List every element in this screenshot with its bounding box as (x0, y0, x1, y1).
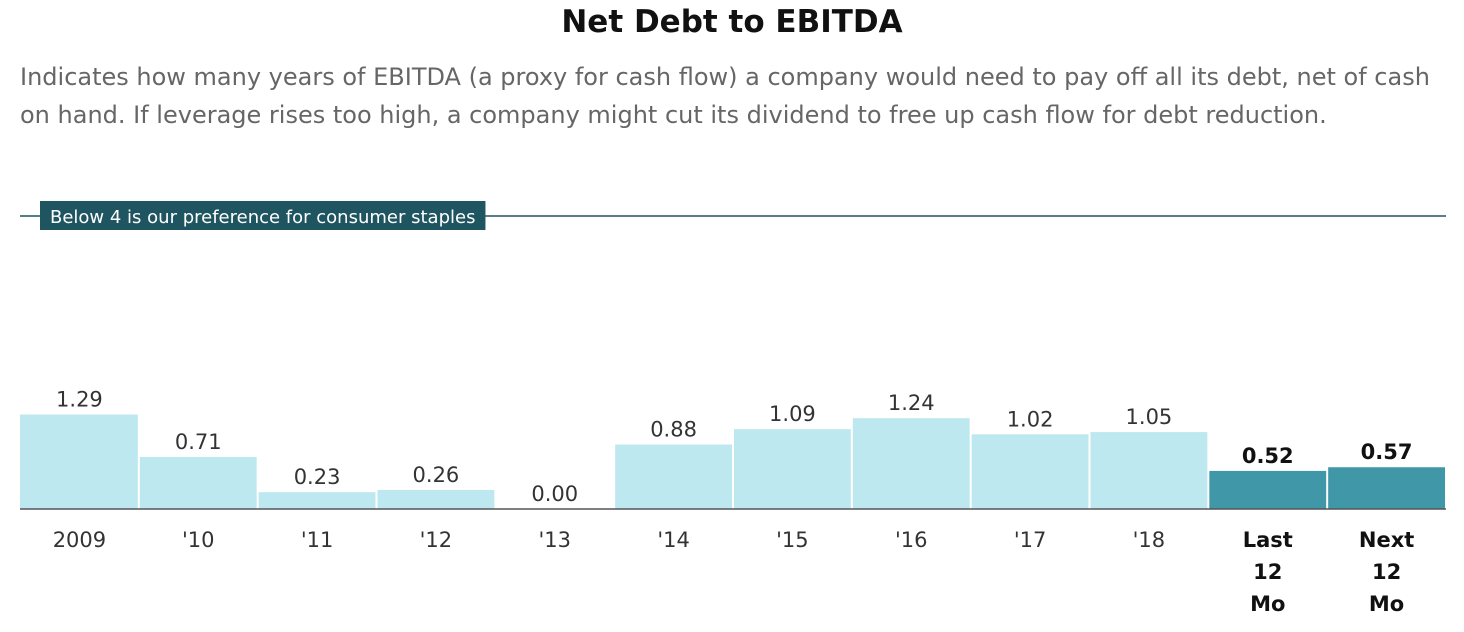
bar-6 (734, 429, 851, 509)
x-tick-label-8: '17 (1014, 528, 1047, 552)
value-label-5: 0.88 (650, 418, 697, 442)
value-label-7: 1.24 (888, 391, 935, 415)
x-tick-label-10: Last 12 Mo (1243, 528, 1293, 616)
x-tick-label-11: Next 12 Mo (1359, 528, 1414, 616)
value-label-4: 0.00 (531, 482, 578, 506)
chart-subtitle: Indicates how many years of EBITDA (a pr… (20, 63, 1430, 129)
x-tick-label-4: '13 (539, 528, 572, 552)
x-tick-label-7: '16 (895, 528, 928, 552)
reference-label-box (40, 201, 486, 230)
reference-line-group: Below 4 is our preference for consumer s… (20, 201, 1446, 230)
bar-2 (258, 492, 376, 509)
reference-label: Below 4 is our preference for consumer s… (50, 207, 475, 228)
value-label-1: 0.71 (175, 430, 222, 454)
value-label-0: 1.29 (56, 388, 103, 412)
bar-9 (1090, 432, 1208, 509)
value-label-6: 1.09 (769, 402, 816, 426)
bar-0 (20, 414, 138, 509)
bar-10 (1209, 470, 1327, 509)
bar-8 (971, 434, 1089, 509)
value-label-8: 1.02 (1007, 407, 1054, 431)
x-tick-label-5: '14 (657, 528, 690, 552)
bars (20, 414, 1445, 509)
value-label-9: 1.05 (1126, 405, 1173, 429)
x-tick-label-9: '18 (1133, 528, 1166, 552)
bar-3 (377, 489, 495, 509)
bar-11 (1328, 467, 1445, 509)
x-tick-label-2: '11 (301, 528, 334, 552)
x-tick-label-3: '12 (420, 528, 453, 552)
x-tick-label-6: '15 (776, 528, 809, 552)
x-tick-label-0: 2009 (53, 528, 106, 552)
chart-title: Net Debt to EBITDA (561, 4, 903, 40)
bar-1 (139, 456, 257, 509)
bar-7 (852, 418, 970, 509)
value-label-2: 0.23 (294, 465, 341, 489)
bar-5 (615, 444, 732, 509)
x-tick-label-1: '10 (182, 528, 215, 552)
value-labels: 1.29 0.71 0.23 0.26 0.00 0.88 1.09 1.24 1.02 1.05… (56, 388, 1412, 506)
value-label-10: 0.52 (1242, 444, 1294, 468)
value-label-11: 0.57 (1361, 440, 1413, 464)
x-axis-ticks: 2009 '10 '11 '12 '13 '14 '15 '16 '17 '18 Last 12 Mo N… (53, 528, 1415, 616)
value-label-3: 0.26 (413, 463, 460, 487)
